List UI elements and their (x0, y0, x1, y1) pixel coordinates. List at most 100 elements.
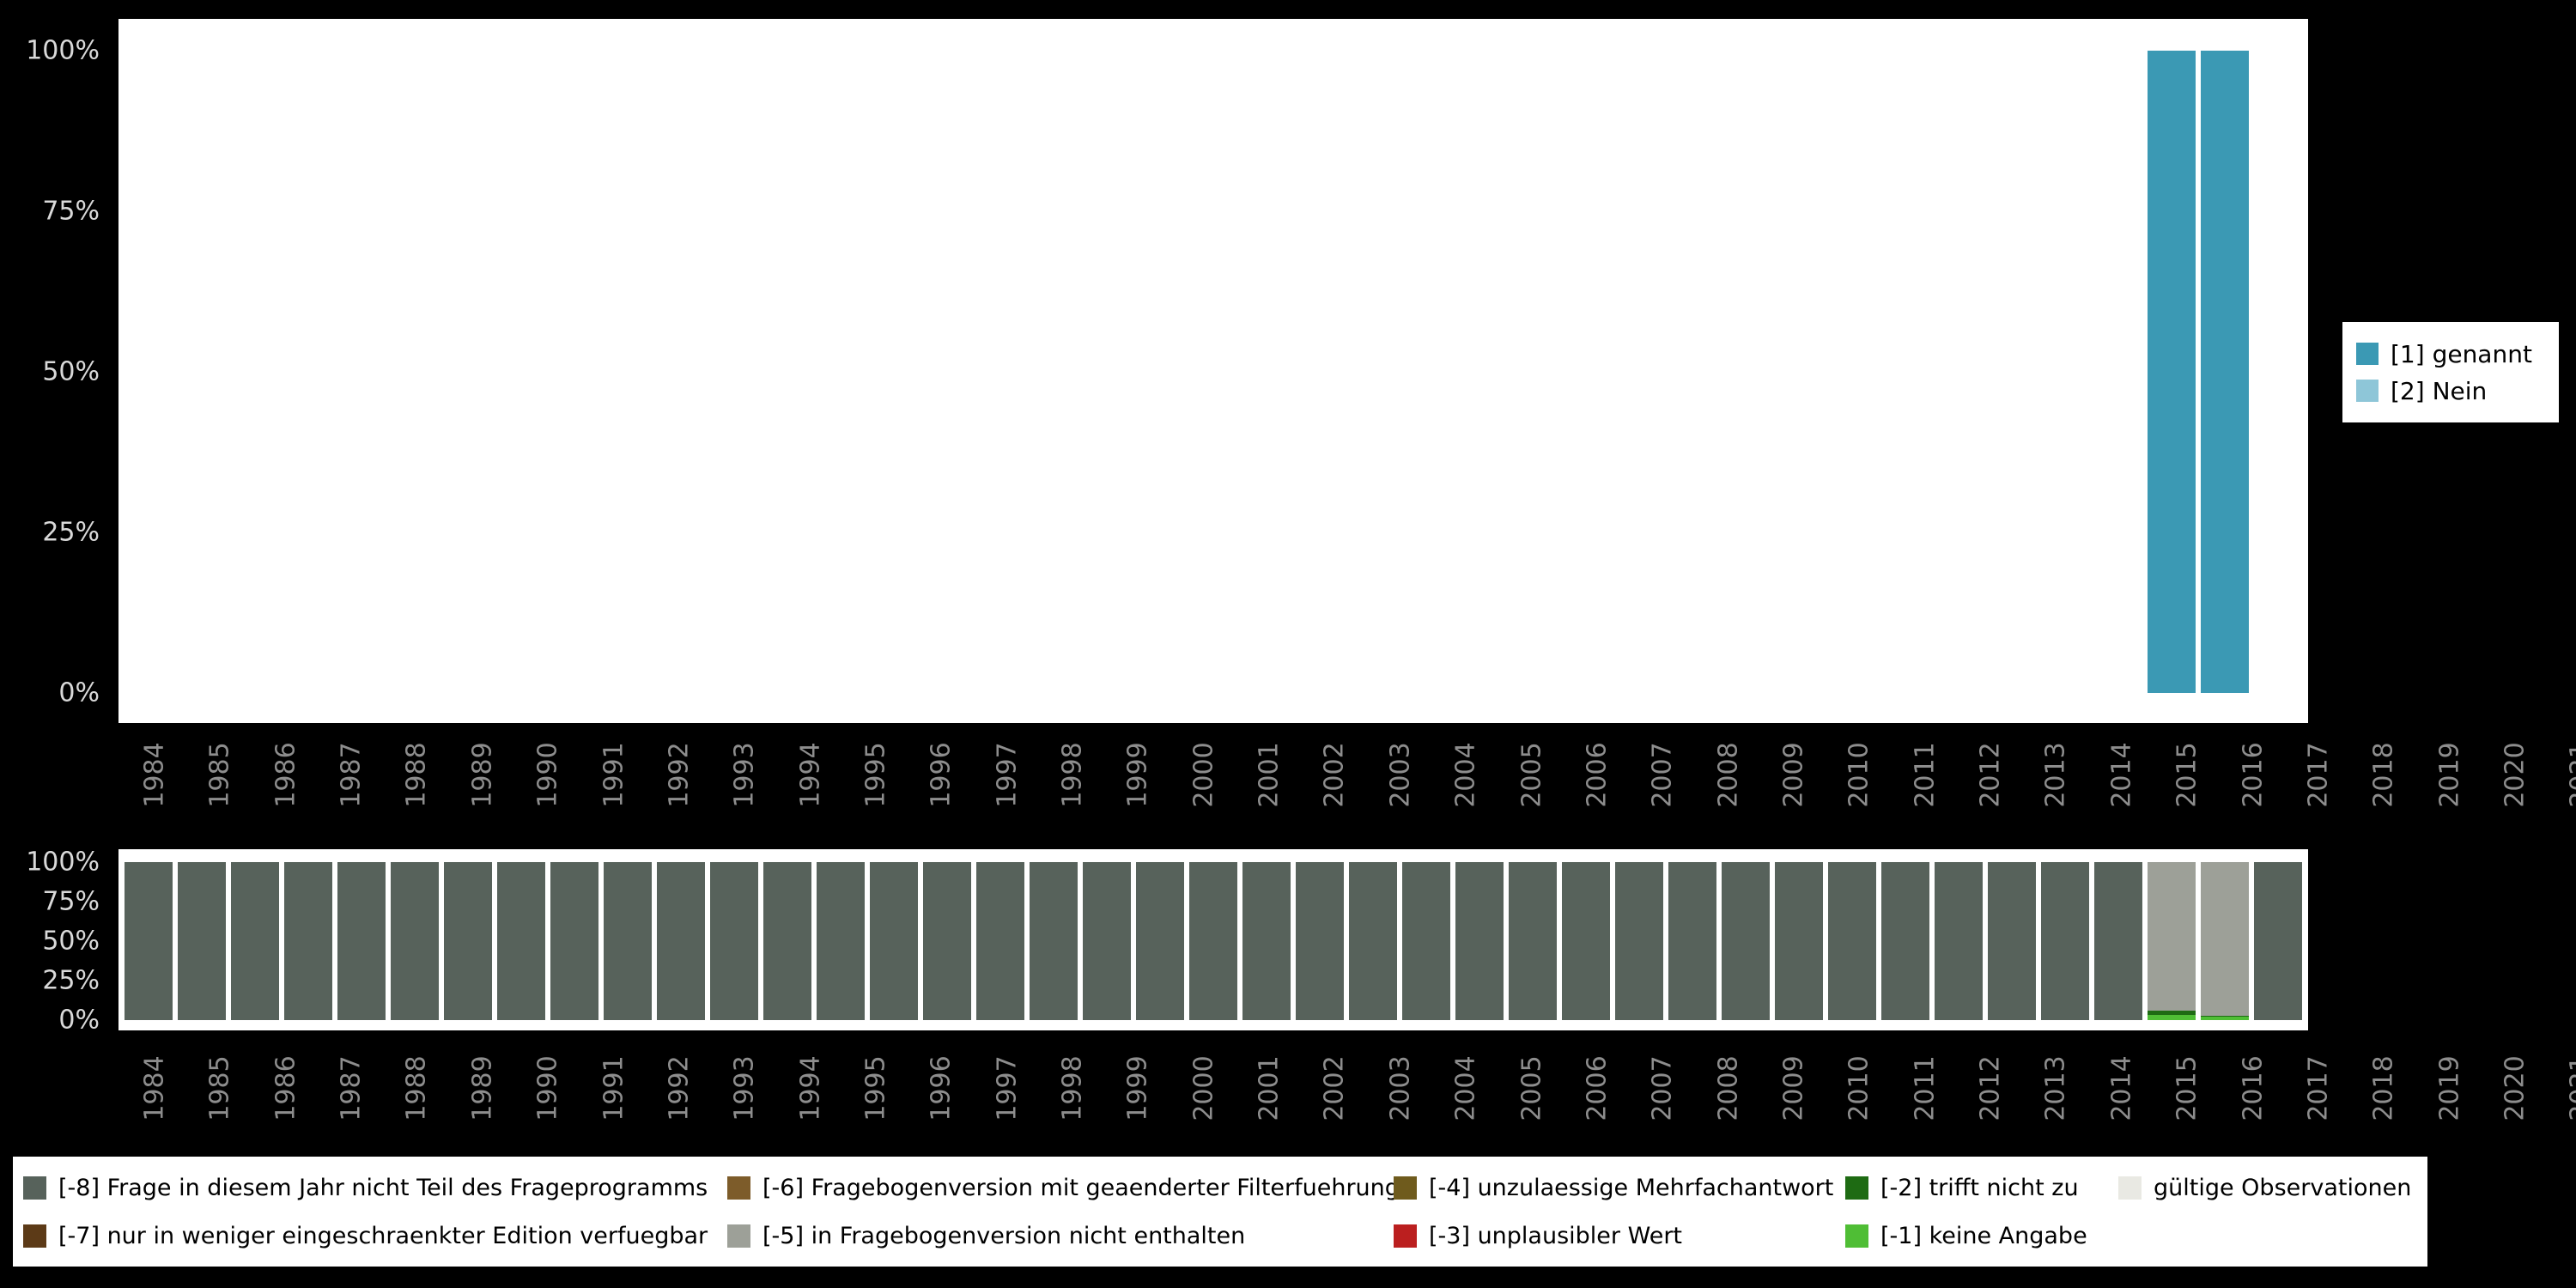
bar-1995 (710, 862, 758, 1020)
bar-segment (710, 862, 758, 1020)
bar-slot-2013 (1666, 51, 1719, 693)
bar-1993 (604, 862, 652, 1020)
x-tick-slot: 2008 (1696, 726, 1761, 824)
bar-slot-2016 (1826, 862, 1879, 1020)
bar-segment (976, 862, 1024, 1020)
x-tick-slot: 2007 (1630, 726, 1695, 824)
x-tick-label: 1995 (860, 1054, 891, 1121)
legend-swatch (2356, 380, 2379, 402)
x-tick-label: 1988 (402, 742, 433, 808)
bar-2000 (976, 51, 1024, 693)
legend-label: [-6] Fragebogenversion mit geaenderter F… (762, 1174, 1400, 1201)
bar-segment (2041, 862, 2089, 1020)
bar-slot-2017 (1879, 51, 1932, 693)
bar-segment (1136, 862, 1184, 1020)
bar-2012 (1615, 51, 1662, 693)
x-tick-slot: 1999 (1105, 726, 1170, 824)
bar-slot-2017 (1879, 862, 1932, 1020)
bar-2001 (1030, 862, 1078, 1020)
bar-segment (497, 862, 545, 1020)
y-tick-label: 25% (42, 517, 100, 548)
legend-label: [-1] keine Angabe (1880, 1222, 2087, 1249)
bar-segment (178, 862, 226, 1020)
bar-2003 (1136, 51, 1183, 693)
x-tick-slot: 1996 (908, 726, 974, 824)
bar-slot-2023 (2198, 51, 2251, 693)
bar-slot-2011 (1559, 862, 1613, 1020)
legend-swatch (1394, 1176, 1417, 1200)
bar-slot-2012 (1613, 862, 1666, 1020)
bar-segment (923, 862, 971, 1020)
bar-segment (870, 862, 918, 1020)
bar-1985 (178, 51, 225, 693)
bar-2004 (1189, 51, 1236, 693)
x-tick-slot: 1987 (319, 1037, 384, 1139)
bar-2001 (1030, 51, 1077, 693)
legend-swatch (1845, 1176, 1868, 1200)
bar-slot-2018 (1932, 862, 1985, 1020)
bar-1989 (391, 51, 438, 693)
x-tick-slot: 2016 (2221, 726, 2286, 824)
x-tick-slot: 1994 (778, 726, 843, 824)
legend-swatch (1394, 1224, 1417, 1248)
x-tick-slot: 1991 (581, 1037, 647, 1139)
x-tick-slot: 2015 (2154, 726, 2220, 824)
x-tick-label: 2007 (1647, 1054, 1678, 1121)
legend-item: gültige Observationen (2118, 1175, 2427, 1201)
legend-label: [-7] nur in weniger eingeschraenkter Edi… (58, 1222, 708, 1249)
bar-slot-2001 (1027, 51, 1080, 693)
bar-slot-2010 (1506, 862, 1559, 1020)
x-tick-slot: 1988 (384, 1037, 449, 1139)
legend-label: [-4] unzulaessige Mehrfachantwort (1429, 1174, 1834, 1201)
x-tick-slot: 1984 (122, 1037, 187, 1139)
x-tick-slot: 2003 (1368, 1037, 1433, 1139)
bar-2004 (1189, 862, 1237, 1020)
x-tick-label: 1989 (467, 742, 498, 808)
x-tick-slot: 2003 (1368, 726, 1433, 824)
x-tick-slot: 2016 (2221, 1037, 2286, 1139)
x-tick-label: 2013 (2041, 1054, 2072, 1121)
legend-label: [-2] trifft nicht zu (1880, 1174, 2079, 1201)
bar-slot-2008 (1400, 51, 1453, 693)
bar-slot-1998 (867, 51, 920, 693)
x-tick-slot: 1990 (515, 726, 580, 824)
x-tick-label: 1998 (1057, 1054, 1088, 1121)
bottom-chart-xaxis: 1984 1985 1986 1987 1988 1989 1990 1991 1992 1993… (118, 1037, 2576, 1139)
legend-label: gültige Observationen (2154, 1174, 2412, 1201)
bar-slot-2002 (1080, 862, 1133, 1020)
bar-slot-2014 (1719, 51, 1772, 693)
x-tick-slot: 2015 (2154, 1037, 2220, 1139)
bar-segment (391, 862, 439, 1020)
legend-swatch (1845, 1224, 1868, 1248)
x-tick-label: 1998 (1057, 742, 1088, 808)
x-tick-slot: 2013 (2023, 1037, 2088, 1139)
bar-1996 (763, 862, 811, 1020)
bar-slot-2005 (1240, 862, 1293, 1020)
top-chart-xaxis: 1984 1985 1986 1987 1988 1989 1990 1991 1992 1993… (118, 726, 2576, 824)
x-tick-label: 2005 (1516, 742, 1547, 808)
bar-2024 (2254, 51, 2301, 693)
bar-1992 (550, 51, 598, 693)
bar-2006 (1296, 862, 1344, 1020)
y-tick-label: 100% (26, 35, 100, 66)
x-tick-label: 1992 (664, 1054, 695, 1121)
bar-slot-1986 (228, 862, 282, 1020)
x-tick-slot: 2014 (2089, 726, 2154, 824)
bar-2002 (1083, 51, 1130, 693)
x-tick-slot: 2001 (1236, 726, 1302, 824)
bar-1993 (604, 51, 651, 693)
x-tick-label: 1997 (992, 1054, 1023, 1121)
bar-2011 (1562, 51, 1609, 693)
x-tick-label: 2018 (2368, 742, 2399, 808)
legend-item: [1] genannt (2356, 340, 2559, 368)
x-tick-label: 2014 (2106, 742, 2137, 808)
bar-1988 (337, 51, 385, 693)
y-tick-label: 25% (42, 965, 100, 996)
x-tick-slot: 2010 (1826, 1037, 1892, 1139)
bar-2013 (1668, 862, 1716, 1020)
bar-2011 (1562, 862, 1610, 1020)
bar-slot-1991 (495, 51, 548, 693)
bar-2023 (2201, 862, 2249, 1020)
x-tick-slot: 1992 (647, 1037, 712, 1139)
bar-1991 (497, 51, 544, 693)
